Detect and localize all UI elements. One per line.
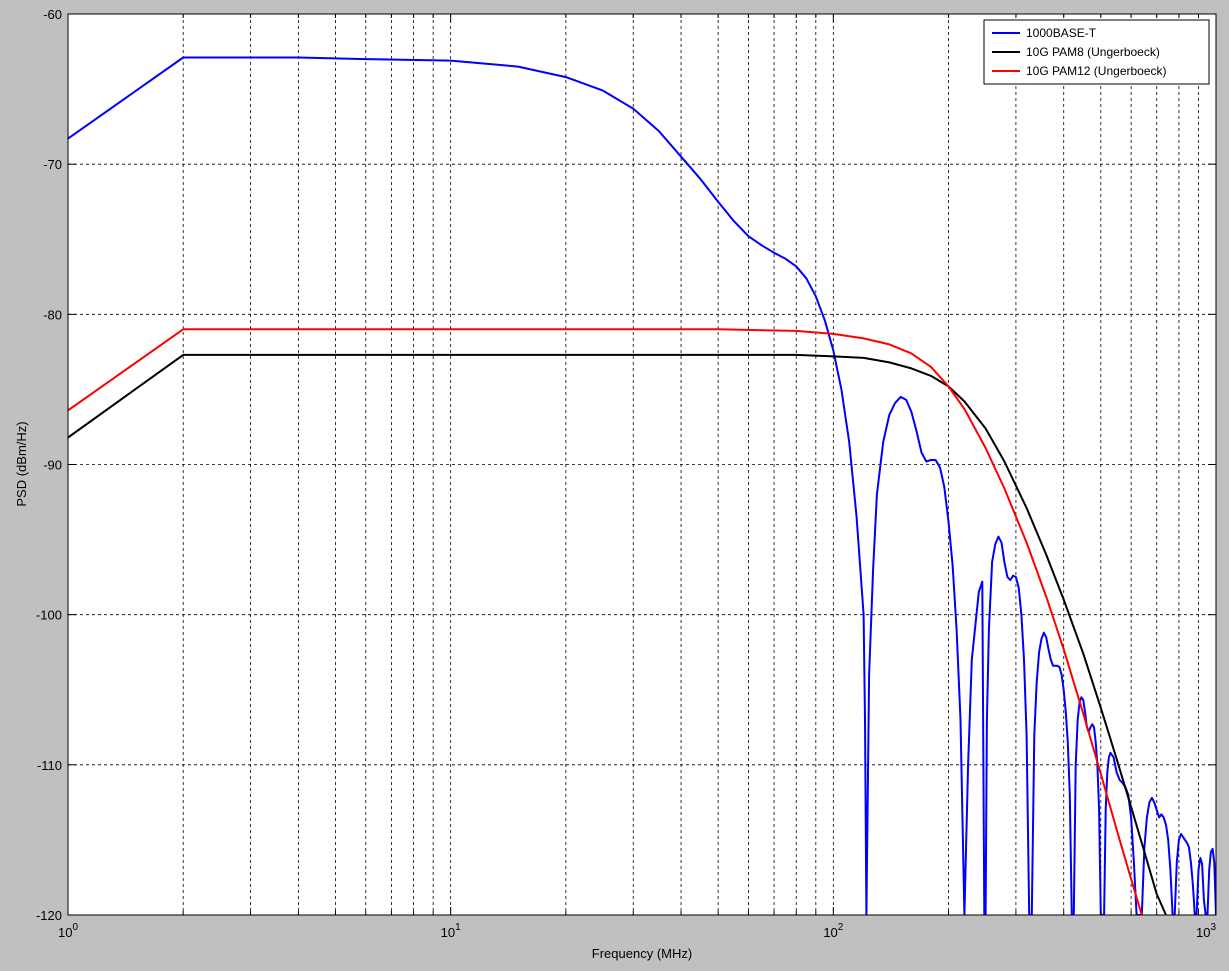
y-axis-label: PSD (dBm/Hz) xyxy=(14,421,29,506)
series-line-0 xyxy=(68,56,1216,915)
y-tick-label: -60 xyxy=(43,7,62,22)
series-line-1 xyxy=(68,353,1167,915)
x-tick-label: 102 xyxy=(823,922,843,940)
series-line-2 xyxy=(68,328,1143,915)
y-tick-label: -70 xyxy=(43,157,62,172)
y-tick-label: -90 xyxy=(43,458,62,473)
legend-label: 10G PAM8 (Ungerboeck) xyxy=(1026,45,1160,59)
plot-area xyxy=(68,14,1216,915)
grid xyxy=(68,14,1216,915)
x-tick-label: 103 xyxy=(1196,922,1216,940)
y-tick-label: -110 xyxy=(37,758,62,773)
y-tick-label: -120 xyxy=(36,908,62,923)
x-tick-label: 100 xyxy=(58,922,78,940)
y-tick-label: -100 xyxy=(36,608,62,623)
series-lines xyxy=(68,56,1216,915)
legend-label: 1000BASE-T xyxy=(1026,26,1097,40)
legend-label: 10G PAM12 (Ungerboeck) xyxy=(1026,64,1167,78)
legend: 1000BASE-T 10G PAM8 (Ungerboeck) 10G PAM12… xyxy=(983,19,1210,85)
x-tick-label: 101 xyxy=(441,922,461,940)
x-axis-label: Frequency (MHz) xyxy=(592,946,692,961)
y-tick-label: -80 xyxy=(43,307,62,322)
legend-box xyxy=(983,19,1210,85)
